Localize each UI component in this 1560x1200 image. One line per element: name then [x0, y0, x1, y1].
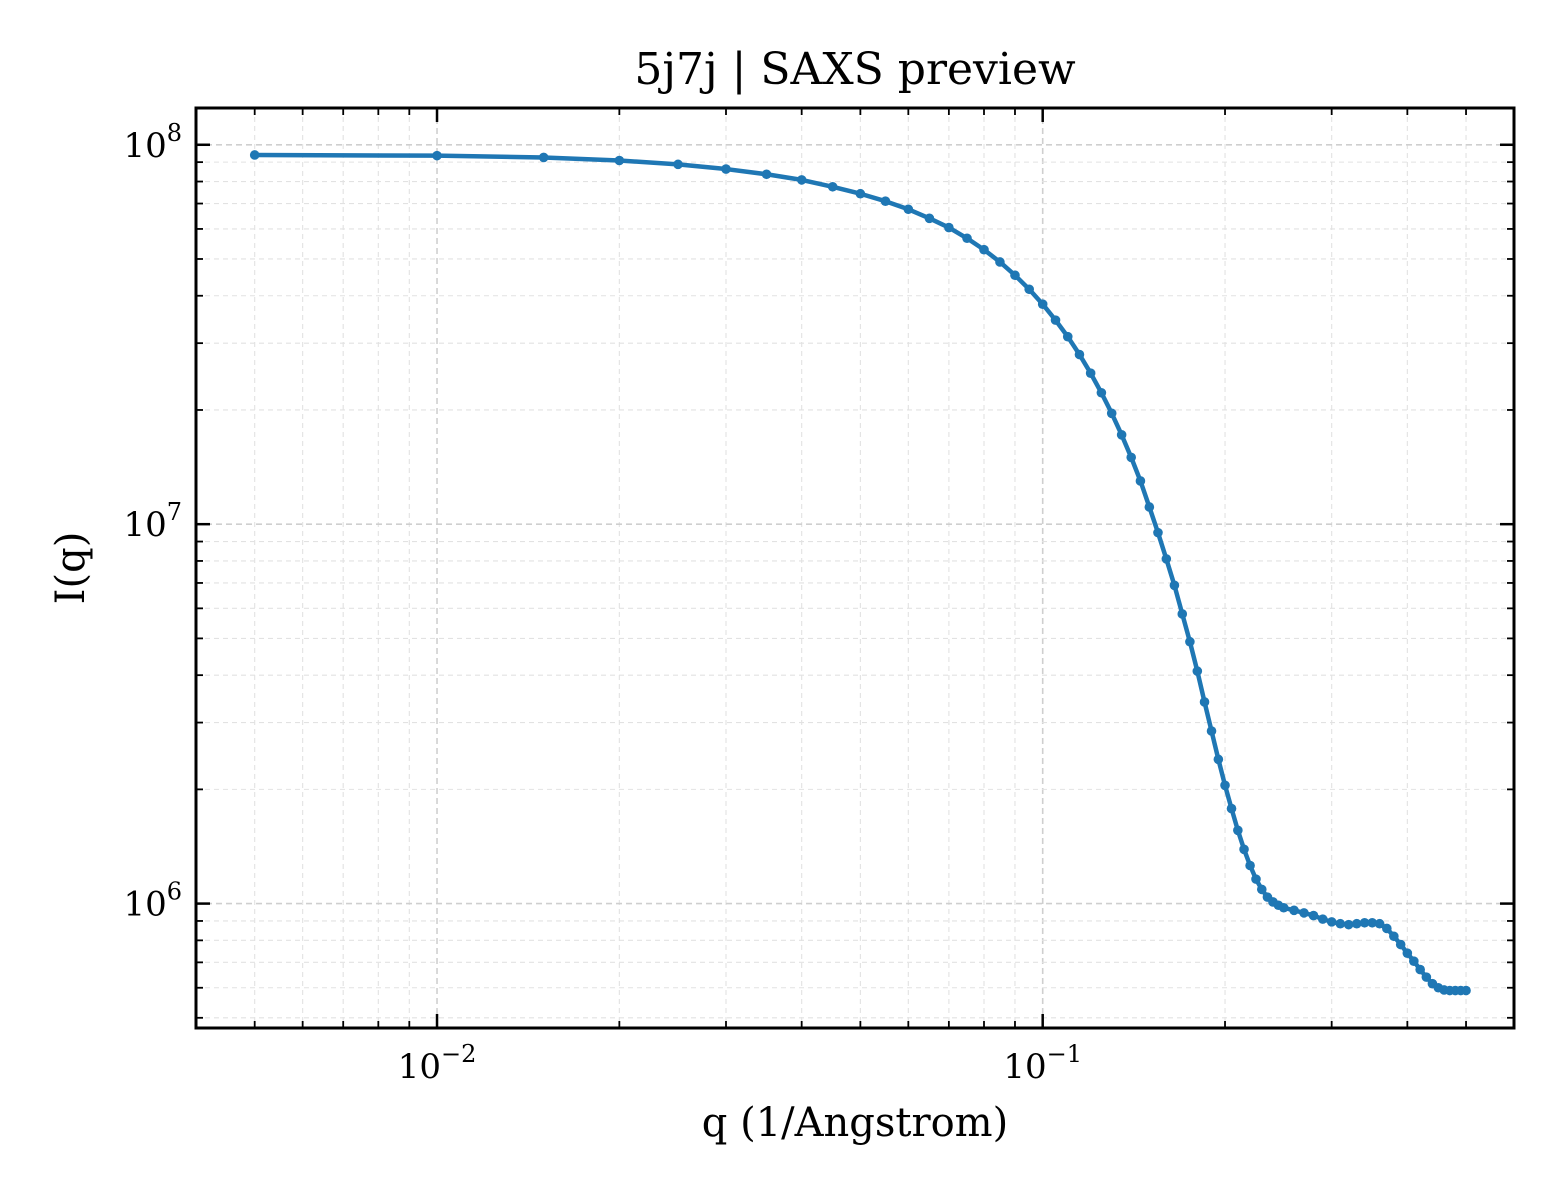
- data-point: [1135, 476, 1146, 486]
- data-point: [1335, 918, 1346, 929]
- plot-frame: [194, 106, 1516, 1030]
- data-point: [1024, 284, 1035, 295]
- data-point: [1374, 918, 1385, 929]
- data-point: [1116, 430, 1127, 440]
- data-point: [903, 204, 914, 215]
- data-point: [1220, 780, 1230, 791]
- data-point: [1256, 884, 1267, 895]
- data-point: [1192, 666, 1203, 676]
- data-point: [1153, 527, 1163, 538]
- data-point: [538, 152, 549, 163]
- data-point: [1239, 844, 1249, 855]
- data-point: [1169, 580, 1180, 591]
- data-point: [1226, 803, 1237, 814]
- data-point: [1409, 956, 1419, 966]
- data-point: [924, 213, 935, 224]
- data-point: [1106, 408, 1117, 419]
- data-point: [944, 222, 954, 233]
- data-point: [673, 159, 683, 170]
- data-point: [995, 257, 1005, 267]
- data-point: [1326, 917, 1337, 927]
- data-point: [1343, 919, 1354, 930]
- data-point: [1415, 964, 1425, 975]
- data-point: [1382, 923, 1392, 934]
- data-point: [1395, 939, 1406, 950]
- data-point: [614, 155, 625, 166]
- data-point: [1245, 860, 1255, 871]
- grid-lines: [195, 108, 1514, 1028]
- data-point: [761, 169, 772, 180]
- data-point: [880, 196, 891, 207]
- data-point: [1308, 910, 1319, 921]
- data-point: [432, 150, 442, 161]
- data-point: [1062, 331, 1073, 342]
- x-axis-label: q (1/Angstrom): [702, 1100, 1008, 1146]
- data-point: [1177, 609, 1188, 619]
- data-point: [827, 181, 838, 192]
- data-point: [1161, 554, 1172, 564]
- axis-ticks: [195, 108, 1514, 1028]
- data-point: [1074, 349, 1085, 360]
- data-point: [1289, 905, 1299, 916]
- data-point: [721, 164, 731, 174]
- data-point: [1144, 502, 1155, 512]
- y-tick-label: 106: [123, 878, 182, 925]
- data-point: [1085, 368, 1096, 378]
- y-axis-label: I(q): [48, 532, 94, 605]
- y-tick-label: 108: [123, 119, 182, 166]
- data-point: [1317, 914, 1328, 924]
- data-point: [1367, 917, 1378, 928]
- data-point: [1050, 315, 1061, 325]
- chart-title: 5j7j | SAXS preview: [634, 44, 1076, 95]
- tick-labels: 10−2 10−1 106 107 108: [123, 119, 1082, 1087]
- data-point: [1096, 387, 1107, 398]
- data-point: [796, 175, 807, 185]
- data-point: [1421, 972, 1432, 982]
- data-point: [1199, 697, 1210, 707]
- data-point: [1233, 825, 1243, 836]
- data-point: [1010, 270, 1020, 281]
- data-point: [979, 244, 989, 255]
- data-point: [1389, 931, 1399, 942]
- data-point: [1278, 902, 1289, 913]
- data-point: [962, 233, 972, 244]
- data-point: [1359, 917, 1370, 928]
- x-tick-label: 10−2: [398, 1040, 477, 1087]
- data-point: [1037, 299, 1048, 310]
- data-point: [249, 150, 260, 160]
- data-point: [1126, 452, 1137, 463]
- data-point: [1402, 948, 1413, 959]
- data-point: [1213, 754, 1224, 765]
- data-series: [249, 150, 1471, 996]
- data-point: [1185, 636, 1195, 647]
- data-point: [1251, 874, 1261, 884]
- x-tick-label: 10−1: [1003, 1040, 1082, 1087]
- data-point: [1351, 918, 1362, 929]
- data-point: [855, 188, 866, 199]
- data-point: [1461, 985, 1471, 996]
- data-point: [1299, 908, 1309, 918]
- y-tick-label: 107: [123, 498, 182, 545]
- data-point: [1206, 726, 1217, 736]
